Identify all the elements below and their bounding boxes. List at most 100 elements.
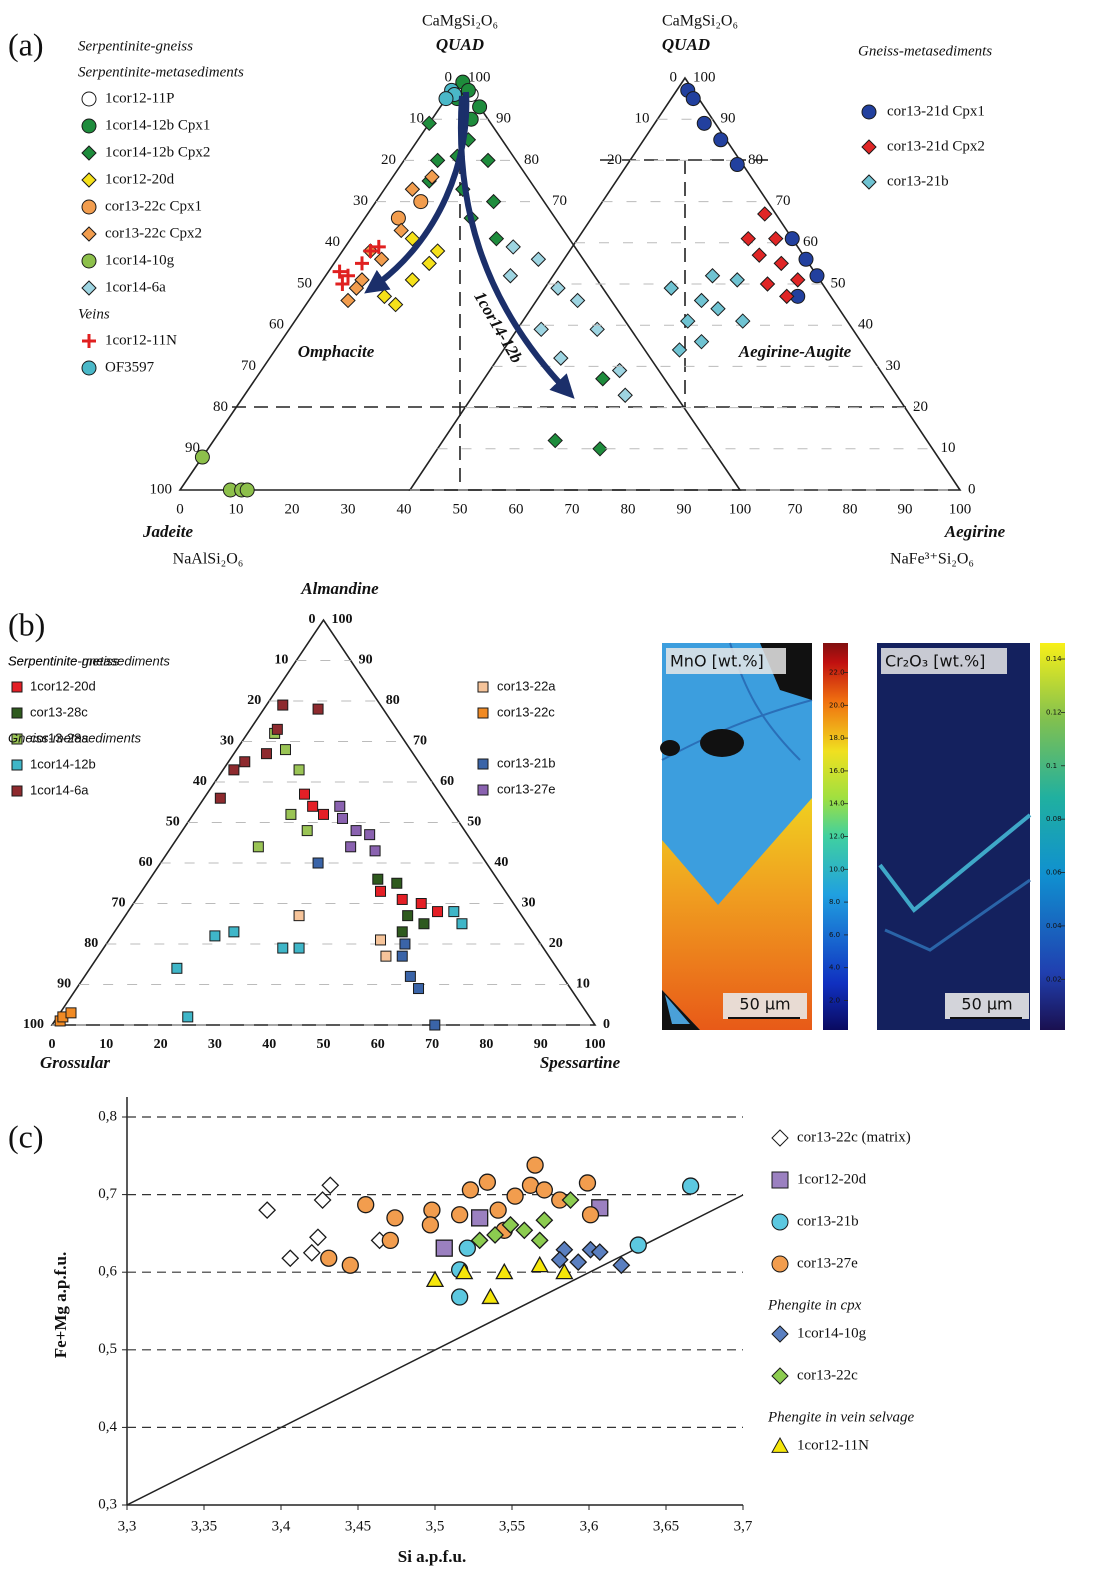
field-label: Aegirine-Augite [738, 342, 852, 361]
data-point [391, 211, 405, 225]
data-point [66, 1008, 76, 1018]
y-tick-label: 0,8 [98, 1108, 117, 1124]
legend-header: Serpentinite-gneiss [8, 653, 120, 668]
data-point [373, 874, 383, 884]
right-tick-label: 20 [913, 399, 928, 415]
data-point [416, 899, 426, 909]
bottom-tick-label: 40 [262, 1037, 276, 1052]
right-tick-label: 90 [496, 111, 511, 127]
colorbar-tick-label: 22.0 [829, 669, 845, 677]
field-label: Omphacite [298, 342, 375, 361]
left-tick-label: 30 [220, 734, 234, 749]
left-tick-label: 0 [309, 612, 316, 627]
left-tick-label: 10 [409, 111, 424, 127]
data-point [414, 984, 424, 994]
left-tick-label: 0 [670, 69, 678, 85]
legend-label: 1cor14-12b Cpx2 [105, 144, 210, 160]
scale-label: 50 µm [961, 995, 1012, 1014]
bottom-tick-label: 70 [788, 501, 803, 517]
bottom-tick-label: 20 [285, 501, 300, 517]
right-tick-label: 100 [468, 69, 491, 85]
bottom-tick-label: 90 [677, 501, 692, 517]
data-point [419, 919, 429, 929]
legend-marker [478, 759, 488, 769]
legend-marker [862, 105, 876, 119]
legend-marker [82, 200, 96, 214]
data-point [365, 830, 375, 840]
data-point [229, 927, 239, 937]
right-tick-label: 90 [721, 111, 736, 127]
legend-header: Phengite in cpx [767, 1297, 862, 1313]
colorbar-tick-label: 20.0 [829, 701, 845, 709]
data-point [785, 232, 799, 246]
legend-label: 1cor14-10g [797, 1325, 867, 1341]
legend-header: Gneiss-metasediments [8, 730, 141, 745]
legend-label: 1cor14-6a [105, 279, 166, 295]
left-tick-label: 90 [57, 977, 71, 992]
y-tick-label: 0,3 [98, 1496, 117, 1512]
data-point [405, 971, 415, 981]
x-axis-title: Si a.p.f.u. [398, 1547, 467, 1566]
data-point [376, 935, 386, 945]
data-point [686, 92, 700, 106]
right-tick-label: 40 [858, 317, 873, 333]
colorbar-tick-label: 0.1 [1046, 762, 1057, 770]
right-tick-label: 0 [968, 481, 976, 497]
data-point [479, 1174, 495, 1190]
apex-label: QUAD [662, 35, 710, 54]
legend-label: 1cor14-6a [30, 782, 89, 797]
bottom-tick-label: 60 [509, 501, 524, 517]
legend-label: 1cor14-12b [30, 756, 96, 771]
legend-label: cor13-21d Cpx1 [887, 103, 985, 119]
data-point [313, 858, 323, 868]
left-tick-label: 80 [84, 936, 98, 951]
data-point [730, 158, 744, 172]
apex-formula: CaMgSi₂O₆ [662, 13, 738, 30]
data-point [240, 757, 250, 767]
panel-label: (c) [8, 1118, 44, 1154]
legend-label: cor13-21d Cpx2 [887, 138, 985, 154]
x-tick-label: 3,3 [118, 1518, 137, 1534]
legend-marker [478, 682, 488, 692]
data-point [527, 1157, 543, 1173]
data-point [172, 963, 182, 973]
data-point [799, 252, 813, 266]
data-point [278, 943, 288, 953]
legend-label: cor13-21b [497, 755, 556, 770]
map-title: Cr₂O₃ [wt.%] [885, 652, 985, 671]
bottom-tick-label: 0 [176, 501, 184, 517]
data-point [630, 1237, 646, 1253]
data-point [338, 813, 348, 823]
x-tick-label: 3,6 [580, 1518, 599, 1534]
x-tick-label: 3,55 [499, 1518, 525, 1534]
legend-marker [478, 708, 488, 718]
data-point [210, 931, 220, 941]
left-tick-label: 80 [213, 399, 228, 415]
data-point [400, 939, 410, 949]
corner-label: Grossular [40, 1053, 110, 1072]
right-tick-label: 20 [549, 936, 563, 951]
colorbar-tick-label: 0.12 [1046, 708, 1062, 716]
data-point [397, 894, 407, 904]
colorbar-tick-label: 0.02 [1046, 975, 1062, 983]
corner-label: Spessartine [540, 1053, 621, 1072]
colorbar-tick-label: 0.08 [1046, 815, 1062, 823]
left-tick-label: 20 [247, 693, 261, 708]
bottom-tick-label: 100 [585, 1037, 606, 1052]
legend-marker [772, 1256, 788, 1272]
corner-label: Jadeite [142, 522, 193, 541]
legend-label: OF3597 [105, 359, 155, 375]
data-point [286, 809, 296, 819]
data-point [253, 842, 263, 852]
bottom-tick-label: 20 [154, 1037, 168, 1052]
data-point [424, 1202, 440, 1218]
right-tick-label: 100 [693, 69, 716, 85]
map-background [877, 643, 1030, 1030]
legend-label: 1cor12-11P [105, 90, 174, 106]
right-tick-label: 80 [748, 152, 763, 168]
bottom-tick-label: 60 [371, 1037, 385, 1052]
bottom-tick-label: 30 [208, 1037, 222, 1052]
data-point [392, 878, 402, 888]
bottom-tick-label: 0 [49, 1037, 56, 1052]
left-tick-label: 60 [269, 317, 284, 333]
